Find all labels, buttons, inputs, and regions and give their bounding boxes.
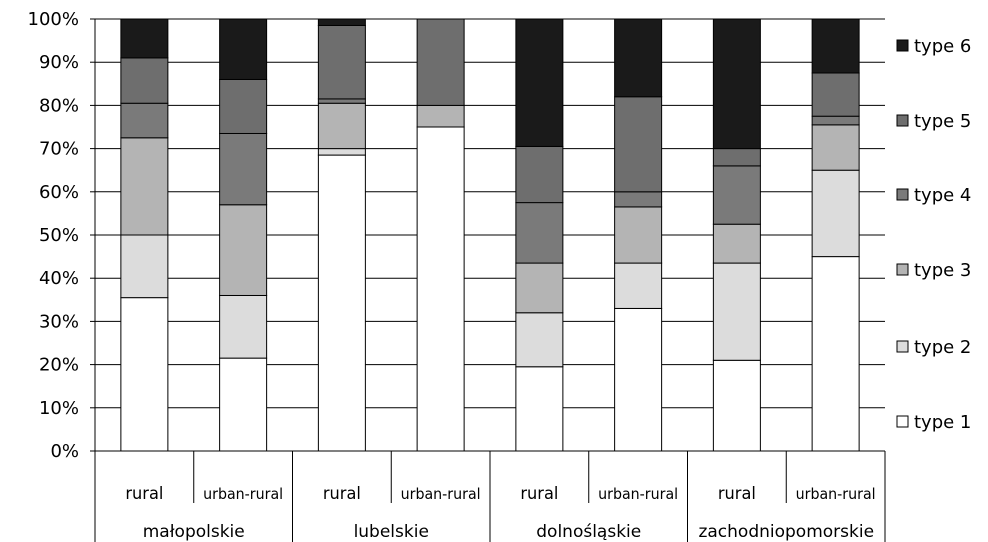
bar-segment [317,148,366,156]
legend-label: type 3 [914,260,971,281]
legend-label: type 6 [914,36,971,57]
y-tick-label: 70% [39,139,79,160]
y-tick-label: 10% [39,398,79,419]
category-label: rural [520,484,558,504]
y-tick-label: 50% [39,225,79,246]
bar-segment [317,98,366,104]
bar-segment [811,72,860,117]
bar-segment [219,204,268,296]
category-label: rural [125,484,163,504]
legend-swatch [896,188,909,201]
y-tick-label: 40% [39,268,79,289]
bar-segment [120,18,169,59]
bar-segment [317,18,366,26]
bar-segment [120,137,169,236]
bar-segment [515,145,564,204]
y-tick-label: 100% [28,9,79,30]
bar-segment [416,104,465,128]
bar-segment [614,18,663,98]
legend-swatch [896,39,909,52]
bar-segment [120,57,169,104]
bar-segment [811,124,860,171]
category-label: urban-rural [401,485,481,503]
bar-segment [416,126,465,452]
bar-segment [614,307,663,452]
bar-segment [219,78,268,134]
bar-segment [120,102,169,139]
bar-segment [120,234,169,299]
y-tick-label: 30% [39,311,79,332]
legend-label: type 4 [914,185,971,206]
bar-segment [515,312,564,368]
bar-segment [712,359,761,452]
bar-segment [811,18,860,74]
group-label: zachodniopomorskie [698,522,874,542]
y-tick-label: 20% [39,355,79,376]
legend-label: type 1 [914,412,971,433]
axes [90,18,886,542]
bar-segment [416,18,465,106]
bar-segment [712,18,761,150]
y-tick-labels: 0% 10% 20% 30% 40% 50% 60% 70% 80% 90% 100% [28,9,79,462]
bars [120,18,860,452]
y-tick-label: 90% [39,52,79,73]
bar-segment [515,366,564,452]
gridlines [95,18,885,409]
bar-segment [219,357,268,452]
bar-segment [515,262,564,314]
category-label: urban-rural [203,485,283,503]
category-label: urban-rural [796,485,876,503]
legend-label: type 2 [914,337,971,358]
bar-segment [515,202,564,264]
y-tick-label: 60% [39,182,79,203]
bar-segment [614,191,663,208]
bar-segment [219,18,268,80]
bar-segment [811,256,860,452]
y-tick-label: 80% [39,95,79,116]
group-label: dolnośląskie [536,522,641,542]
bar-segment [614,96,663,193]
bar-segment [614,262,663,309]
bar-segment [219,294,268,359]
legend-label: type 5 [914,111,971,132]
legend-swatch [896,340,909,353]
bar-segment [712,148,761,167]
bar-segment [515,18,564,147]
group-label: lubelskie [354,522,429,542]
group-label: małopolskie [143,522,245,542]
bar-segment [712,262,761,361]
bar-segment [811,169,860,258]
bar-segment [712,223,761,264]
legend: type 6 type 5 type 4 type 3 type 2 type 1 [896,36,971,433]
category-label: rural [718,484,756,504]
bar-segment [317,154,366,452]
bar-segment [614,206,663,264]
bar-segment [317,24,366,100]
y-tick-label: 0% [50,441,79,462]
x-category-labels: rural urban-rural rural urban-rural rural urb… [125,484,875,542]
bar-segment [811,115,860,126]
legend-swatch [896,114,909,127]
bar-segment [317,102,366,150]
category-label: urban-rural [598,485,678,503]
bar-segment [712,165,761,225]
category-label: rural [323,484,361,504]
legend-swatch [896,263,909,276]
bar-segment [120,297,169,452]
legend-swatch [896,415,909,428]
bar-segment [219,132,268,206]
